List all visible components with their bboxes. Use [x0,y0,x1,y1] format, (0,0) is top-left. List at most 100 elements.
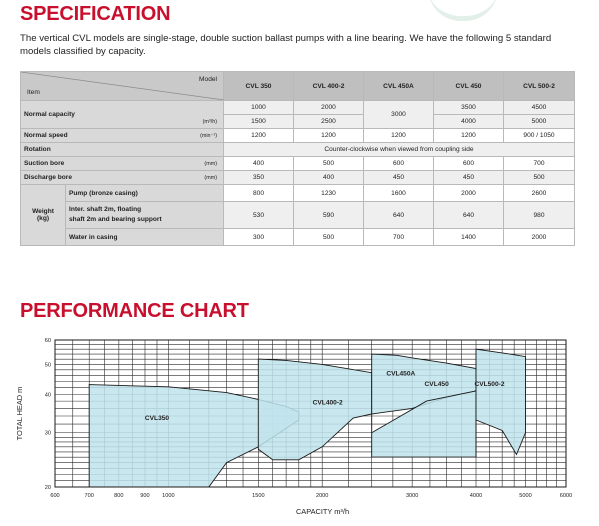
y-tick-label: 40 [45,392,51,398]
weight-cell: 590 [293,201,364,229]
plot-frame [54,339,567,488]
capacity-unit: (m³/h) [202,119,217,125]
suction-cell: 400 [223,156,294,171]
suction-bore-label: Suction bore (mm) [20,156,224,171]
series-label-cvl500-2: CVL500-2 [474,381,504,388]
discharge-cell: 350 [223,170,294,185]
x-tick-label: 1500 [252,493,264,499]
y-tick-label: 20 [45,485,51,491]
weight-cell: 640 [363,201,434,229]
x-tick-label: 6000 [560,493,572,499]
table-row: Water in casing 300 500 700 1400 2000 [21,228,575,246]
weight-cell: 700 [363,228,434,246]
capacity-cell: 5000 [503,114,575,129]
suction-cell: 600 [433,156,504,171]
x-tick-label: 4000 [470,493,482,499]
rotation-label: Rotation [20,142,224,157]
table-row: Normal speed (min⁻¹) 1200 1200 1200 1200… [20,128,575,143]
corner-diagonal [21,72,224,100]
weight-cell: 500 [293,228,364,246]
table-row: Rotation Counter-clockwise when viewed f… [20,142,575,157]
suction-cell: 500 [293,156,364,171]
chart-areas [88,348,526,488]
table-row: Inter. shaft 2m, floating shaft 2m and b… [21,201,575,229]
normal-speed-text: Normal speed [24,132,68,139]
suction-cell: 600 [363,156,434,171]
suction-unit: (mm) [204,161,217,167]
weight-label: Weight (kg) [20,184,66,246]
weight-cell: 1230 [293,184,364,202]
model-cvl450a: CVL 450A [363,71,434,101]
capacity-cell: 3000 [363,100,434,129]
x-axis-title: CAPACITY m³/h [296,507,349,516]
series-label-cvl350: CVL350 [145,415,170,422]
speed-cell: 900 / 1050 [503,128,575,143]
table-row: Suction bore (mm) 400 500 600 600 700 [20,156,575,171]
model-cvl400-2: CVL 400-2 [293,71,364,101]
x-tick-label: 5000 [519,493,531,499]
series-area-cvl500-2 [475,348,526,458]
weight-cell: 2000 [503,228,575,246]
discharge-cell: 450 [363,170,434,185]
x-tick-label: 600 [50,493,59,499]
specification-table: Model Item CVL 350 CVL 400-2 CVL 450A CV… [20,71,575,246]
y-axis-title: TOTAL HEAD m [15,387,24,441]
y-tick-label: 50 [45,362,51,368]
weight-unit: (kg) [36,215,50,222]
weight-cell: 530 [223,201,294,229]
capacity-cell: 2000 [293,100,364,115]
specification-intro: The vertical CVL models are single-stage… [20,33,552,57]
item-header: Item [27,89,40,96]
weight-cell: 980 [503,201,575,229]
shaft-label-line1: Inter. shaft 2m, floating [69,206,142,213]
performance-chart: CVL350 CVL400-2 CVL450A CVL450 CVL500-2 600 70… [15,338,572,516]
weight-cell: 300 [223,228,294,246]
performance-chart-title: PERFORMANCE CHART [20,300,249,322]
y-tick-label: 60 [45,338,51,344]
normal-speed-label: Normal speed (min⁻¹) [20,128,224,143]
y-tick-label: 30 [45,431,51,437]
series-label-cvl450a: CVL450A [386,371,415,378]
model-cvl350: CVL 350 [223,71,294,101]
table-row: Normal capacity (m³/h) 1000 2000 3000 35… [20,100,575,129]
speed-cell: 1200 [433,128,504,143]
model-header: Model [199,76,217,83]
series-label-cvl450: CVL450 [425,381,450,388]
discharge-bore-text: Discharge bore [24,174,73,181]
chart-frame [54,339,567,488]
weight-cell: 1600 [363,184,434,202]
x-tick-label: 2000 [316,493,328,499]
discharge-cell: 500 [503,170,575,185]
series-label-cvl400-2: CVL400-2 [313,400,343,407]
series-area-cvl450 [371,390,477,458]
weight-cell: 800 [223,184,294,202]
model-cvl500-2: CVL 500-2 [503,71,575,101]
table-header-row: Model Item CVL 350 CVL 400-2 CVL 450A CV… [20,71,575,101]
speed-cell: 1200 [223,128,294,143]
table-row: Weight (kg) Pump (bronze casing) 800 123… [20,184,575,246]
x-tick-label: 800 [114,493,123,499]
specification-title: SPECIFICATION [20,3,171,25]
table-row: Discharge bore (mm) 350 400 450 450 500 [20,170,575,185]
weight-text: Weight [32,208,54,215]
suction-cell: 700 [503,156,575,171]
model-cvl450: CVL 450 [433,71,504,101]
x-tick-label: 3000 [406,493,418,499]
speed-unit: (min⁻¹) [200,133,217,139]
normal-capacity-text: Normal capacity [24,111,75,118]
rotation-cell: Counter-clockwise when viewed from coupl… [223,142,575,157]
speed-cell: 1200 [363,128,434,143]
capacity-cell: 3500 [433,100,504,115]
x-tick-label: 700 [85,493,94,499]
discharge-cell: 400 [293,170,364,185]
normal-capacity-label: Normal capacity (m³/h) [20,100,224,129]
discharge-cell: 450 [433,170,504,185]
shaft-label-line2: shaft 2m and bearing support [69,216,162,223]
weight-cell: 640 [433,201,504,229]
discharge-bore-label: Discharge bore (mm) [20,170,224,185]
capacity-cell: 4000 [433,114,504,129]
weight-cell: 2000 [433,184,504,202]
speed-cell: 1200 [293,128,364,143]
x-tick-label: 1000 [162,493,174,499]
capacity-cell: 2500 [293,114,364,129]
